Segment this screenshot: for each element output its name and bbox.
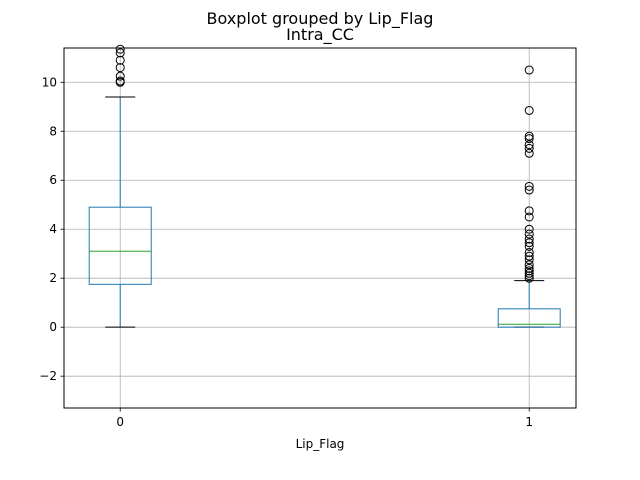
y-tick-label: 4	[49, 222, 57, 236]
x-axis-label: Lip_Flag	[296, 437, 345, 451]
y-tick-label: 2	[49, 271, 57, 285]
box-iqr	[88, 206, 152, 285]
outlier-point	[524, 238, 534, 248]
outlier-point	[115, 55, 125, 65]
y-tick-label: 6	[49, 173, 57, 187]
outlier-point	[524, 143, 534, 153]
outlier-point	[524, 134, 534, 144]
outlier-point	[524, 255, 534, 265]
outlier-point	[524, 185, 534, 195]
x-tick-label: 0	[116, 415, 124, 429]
y-tick-label: 0	[49, 320, 57, 334]
outlier-point	[524, 247, 534, 257]
outlier-point	[524, 229, 534, 239]
outlier-point	[524, 268, 534, 278]
y-tick-label: 8	[49, 124, 57, 138]
outlier-point	[524, 212, 534, 222]
box-group-0	[88, 44, 152, 328]
outlier-point	[524, 266, 534, 276]
outlier-point	[524, 65, 534, 75]
chart-suptitle: Boxplot grouped by Lip_Flag	[207, 9, 434, 29]
outlier-point	[524, 251, 534, 261]
outlier-point	[115, 44, 125, 54]
chart-title: Intra_CC	[286, 25, 354, 45]
plot-frame	[63, 47, 577, 409]
outlier-point	[524, 260, 534, 270]
tick-layer: −2 0 2 4 6 8 10 0 1	[39, 75, 533, 429]
outlier-point	[524, 263, 534, 273]
box-group-1	[497, 65, 561, 328]
box-iqr	[497, 308, 561, 328]
outlier-point	[115, 63, 125, 73]
outlier-point	[524, 148, 534, 158]
outlier-point	[524, 181, 534, 191]
outlier-point	[524, 224, 534, 234]
x-tick-label: 1	[525, 415, 533, 429]
outlier-point	[115, 71, 125, 81]
outlier-point	[115, 48, 125, 58]
outlier-point	[524, 273, 534, 283]
grid-lines	[64, 48, 576, 408]
outlier-point	[524, 140, 534, 150]
box-layer	[88, 44, 561, 328]
outlier-point	[115, 76, 125, 86]
y-tick-label: 10	[42, 75, 57, 89]
outlier-point	[524, 206, 534, 216]
outlier-point	[524, 271, 534, 281]
outlier-point	[524, 105, 534, 115]
outlier-point	[524, 131, 534, 141]
outlier-point	[524, 234, 534, 244]
outlier-point	[524, 241, 534, 251]
y-tick-label: −2	[39, 369, 57, 383]
